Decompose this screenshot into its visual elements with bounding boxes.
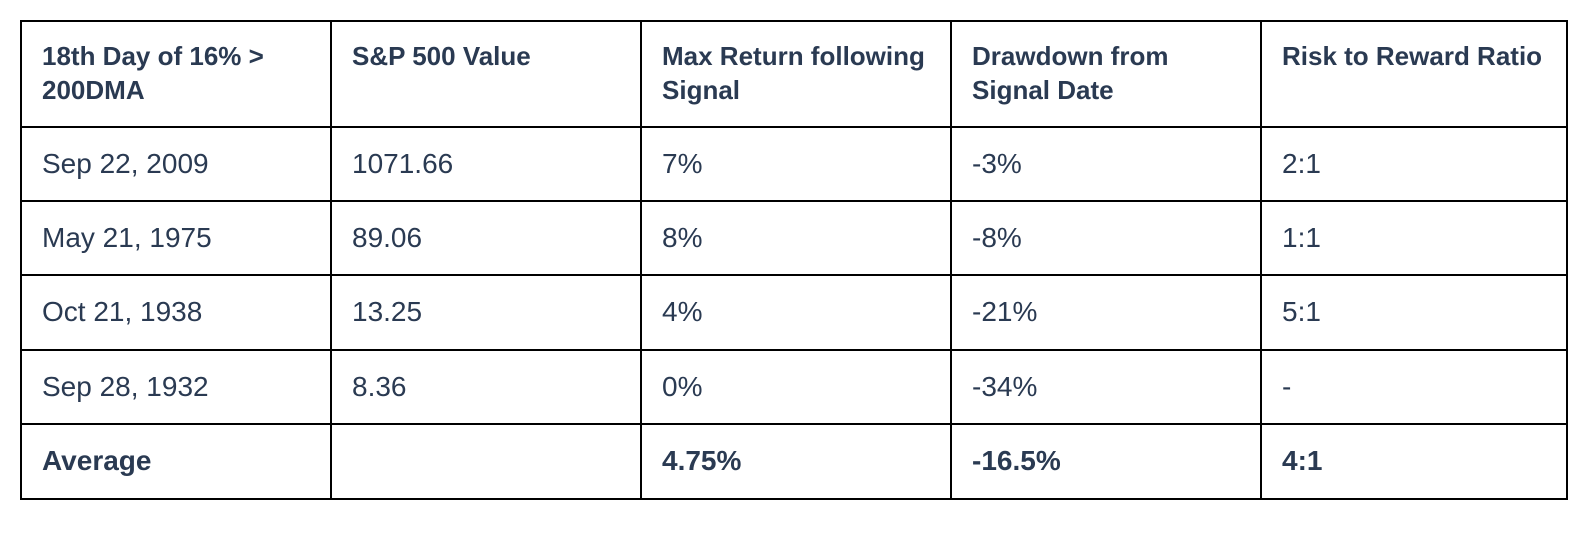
- cell-avg-max-ret: 4.75%: [641, 424, 951, 498]
- cell-sp-value: 8.36: [331, 350, 641, 424]
- col-header-max-ret: Max Return following Signal: [641, 21, 951, 127]
- cell-max-ret: 7%: [641, 127, 951, 201]
- signal-analysis-table: 18th Day of 16% > 200DMA S&P 500 Value M…: [20, 20, 1568, 500]
- table-row: May 21, 1975 89.06 8% -8% 1:1: [21, 201, 1567, 275]
- table-header-row: 18th Day of 16% > 200DMA S&P 500 Value M…: [21, 21, 1567, 127]
- col-header-rr-ratio: Risk to Reward Ratio: [1261, 21, 1567, 127]
- col-header-drawdown: Drawdown from Signal Date: [951, 21, 1261, 127]
- cell-date: May 21, 1975: [21, 201, 331, 275]
- table-average-row: Average 4.75% -16.5% 4:1: [21, 424, 1567, 498]
- cell-date: Sep 22, 2009: [21, 127, 331, 201]
- cell-rr-ratio: 1:1: [1261, 201, 1567, 275]
- cell-sp-value: 89.06: [331, 201, 641, 275]
- col-header-date: 18th Day of 16% > 200DMA: [21, 21, 331, 127]
- cell-max-ret: 4%: [641, 275, 951, 349]
- cell-avg-drawdown: -16.5%: [951, 424, 1261, 498]
- table-row: Oct 21, 1938 13.25 4% -21% 5:1: [21, 275, 1567, 349]
- cell-avg-sp-value: [331, 424, 641, 498]
- cell-drawdown: -21%: [951, 275, 1261, 349]
- cell-drawdown: -3%: [951, 127, 1261, 201]
- cell-rr-ratio: -: [1261, 350, 1567, 424]
- cell-date: Sep 28, 1932: [21, 350, 331, 424]
- cell-sp-value: 1071.66: [331, 127, 641, 201]
- cell-drawdown: -34%: [951, 350, 1261, 424]
- cell-avg-label: Average: [21, 424, 331, 498]
- table-row: Sep 22, 2009 1071.66 7% -3% 2:1: [21, 127, 1567, 201]
- cell-max-ret: 0%: [641, 350, 951, 424]
- table-row: Sep 28, 1932 8.36 0% -34% -: [21, 350, 1567, 424]
- cell-rr-ratio: 5:1: [1261, 275, 1567, 349]
- cell-date: Oct 21, 1938: [21, 275, 331, 349]
- cell-rr-ratio: 2:1: [1261, 127, 1567, 201]
- cell-avg-rr-ratio: 4:1: [1261, 424, 1567, 498]
- col-header-sp-value: S&P 500 Value: [331, 21, 641, 127]
- cell-drawdown: -8%: [951, 201, 1261, 275]
- cell-max-ret: 8%: [641, 201, 951, 275]
- cell-sp-value: 13.25: [331, 275, 641, 349]
